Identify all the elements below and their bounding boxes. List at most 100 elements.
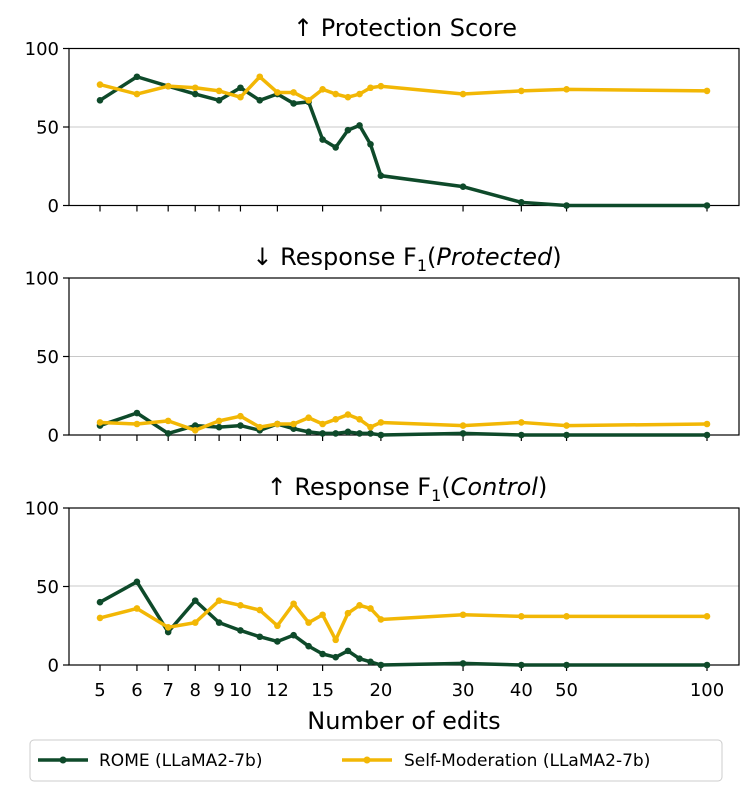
data-point bbox=[164, 417, 172, 425]
y-tick-label: 50 bbox=[36, 347, 59, 368]
data-point bbox=[563, 431, 570, 439]
data-point bbox=[215, 97, 223, 104]
y-tick-label: 100 bbox=[25, 39, 59, 60]
series-rome bbox=[96, 578, 711, 669]
panel-title-response-f1-control: ↑ Response F1(Control) bbox=[267, 473, 548, 505]
y-axis: 0 50 100 bbox=[25, 39, 69, 217]
data-point bbox=[96, 614, 104, 622]
data-point bbox=[164, 430, 172, 437]
data-point bbox=[319, 611, 326, 619]
x-tick-label: 100 bbox=[690, 680, 724, 701]
title-subscript: 1 bbox=[417, 256, 427, 275]
data-point bbox=[332, 430, 339, 437]
data-point bbox=[356, 90, 363, 98]
data-point bbox=[96, 598, 104, 606]
data-point bbox=[356, 122, 363, 129]
x-tick-label: 15 bbox=[311, 680, 334, 701]
y-tick-label: 100 bbox=[25, 269, 59, 290]
legend-entry-self-moderation: Self-Moderation (LLaMA2-7b) bbox=[342, 751, 650, 771]
data-point bbox=[377, 172, 385, 179]
series-line-self-moderation bbox=[98, 75, 709, 103]
legend-label-self-moderation: Self-Moderation (LLaMA2-7b) bbox=[404, 751, 650, 771]
data-point bbox=[290, 420, 297, 428]
series-rome bbox=[96, 73, 711, 209]
data-point bbox=[96, 419, 104, 426]
series-rome bbox=[96, 409, 711, 439]
y-tick-label: 50 bbox=[36, 118, 59, 139]
data-point bbox=[237, 602, 244, 609]
data-point bbox=[563, 422, 570, 429]
panel-response-f1-protected: ↓ Response F1(Protected) 0 50 100 bbox=[25, 243, 740, 447]
data-point bbox=[164, 624, 172, 631]
data-point bbox=[290, 600, 297, 608]
data-point bbox=[356, 430, 363, 437]
data-point bbox=[274, 89, 281, 96]
data-point bbox=[377, 82, 385, 90]
data-point bbox=[215, 87, 223, 95]
data-point bbox=[274, 420, 281, 428]
y-axis: 0 50 100 bbox=[25, 499, 69, 677]
data-point bbox=[367, 423, 374, 431]
data-point bbox=[96, 97, 104, 104]
data-point bbox=[367, 605, 374, 612]
x-tick-label: 10 bbox=[229, 680, 252, 701]
legend-marker-rome bbox=[59, 756, 67, 764]
data-point bbox=[237, 93, 244, 101]
data-point bbox=[133, 73, 141, 81]
data-point bbox=[133, 409, 141, 417]
data-point bbox=[133, 90, 141, 98]
x-tick-label: 5 bbox=[94, 680, 105, 701]
data-point bbox=[563, 86, 570, 93]
data-point bbox=[319, 650, 326, 658]
data-point bbox=[459, 611, 467, 619]
data-point bbox=[237, 412, 244, 420]
series-line-self-moderation bbox=[98, 598, 709, 642]
data-point bbox=[377, 431, 385, 439]
data-point bbox=[332, 636, 339, 644]
data-point bbox=[256, 606, 264, 614]
series-self-moderation bbox=[96, 597, 711, 644]
x-tick-label: 50 bbox=[555, 680, 578, 701]
data-point bbox=[164, 82, 172, 90]
y-tick-label: 100 bbox=[25, 499, 59, 520]
data-point bbox=[377, 419, 385, 426]
series-self-moderation bbox=[96, 73, 711, 104]
data-point bbox=[367, 84, 374, 92]
data-point bbox=[563, 661, 570, 669]
data-point bbox=[290, 89, 297, 96]
data-point bbox=[191, 619, 199, 626]
data-point bbox=[703, 431, 711, 439]
x-axis-label: Number of edits bbox=[307, 707, 500, 735]
data-point bbox=[332, 653, 339, 661]
data-point bbox=[377, 661, 385, 669]
x-tick-label: 7 bbox=[162, 680, 173, 701]
data-point bbox=[703, 87, 711, 95]
data-point bbox=[459, 660, 467, 667]
data-point bbox=[96, 81, 104, 88]
data-point bbox=[356, 655, 363, 663]
data-point bbox=[703, 202, 711, 209]
data-point bbox=[133, 605, 141, 612]
series-layer bbox=[96, 73, 711, 209]
data-point bbox=[256, 423, 264, 431]
data-point bbox=[256, 97, 264, 104]
data-point bbox=[518, 419, 525, 426]
y-axis: 0 50 100 bbox=[25, 269, 69, 447]
data-point bbox=[344, 93, 352, 101]
data-point bbox=[237, 84, 244, 92]
data-point bbox=[344, 411, 352, 418]
data-point bbox=[563, 202, 570, 209]
data-point bbox=[459, 183, 467, 190]
data-point bbox=[518, 661, 525, 669]
data-point bbox=[703, 661, 711, 669]
data-point bbox=[215, 417, 223, 425]
data-point bbox=[305, 619, 312, 626]
x-tick-label: 30 bbox=[452, 680, 475, 701]
data-point bbox=[344, 647, 352, 655]
data-point bbox=[356, 602, 363, 609]
legend-entry-rome: ROME (LLaMA2-7b) bbox=[38, 751, 262, 771]
title-italic: Control bbox=[451, 473, 539, 501]
data-point bbox=[237, 422, 244, 429]
data-point bbox=[459, 90, 467, 98]
